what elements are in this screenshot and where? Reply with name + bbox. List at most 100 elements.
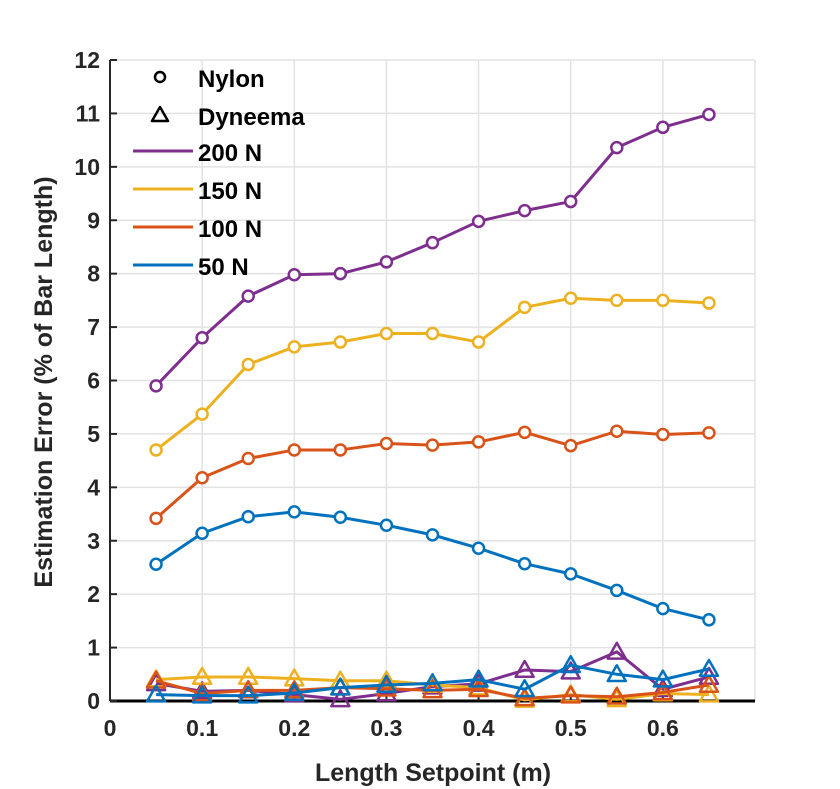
y-tick-label: 11 — [76, 100, 101, 126]
y-tick-label: 4 — [87, 474, 100, 500]
data-point-100-n-nylon — [241, 451, 255, 466]
x-tick-label: 0.6 — [647, 715, 679, 741]
legend-label-200-n: 200 N — [198, 140, 262, 167]
data-point-200-n-nylon — [287, 267, 302, 282]
data-point-50-n-dyneema — [606, 664, 628, 683]
x-tick-label: 0.1 — [186, 715, 218, 741]
data-point-100-n-nylon — [517, 425, 532, 440]
data-point-50-n-nylon — [702, 613, 716, 627]
legend-circle-marker — [153, 70, 167, 84]
series-50-n-nylon — [149, 505, 716, 627]
series-50-n-dyneema — [145, 654, 720, 704]
y-tick-label: 8 — [87, 261, 100, 287]
data-point-200-n-dyneema — [330, 689, 351, 708]
series-150-n-nylon — [149, 291, 716, 457]
data-point-200-n-nylon — [656, 120, 670, 135]
data-point-150-n-nylon — [563, 291, 578, 305]
y-tick-label: 10 — [74, 154, 100, 180]
y-tick-label: 12 — [74, 47, 100, 73]
y-tick-label: 0 — [87, 688, 100, 714]
data-point-200-n-nylon — [610, 140, 624, 155]
x-tick-label: 0.4 — [463, 715, 495, 741]
data-point-100-n-nylon — [656, 427, 670, 442]
x-axis-label: Length Setpoint (m) — [315, 759, 551, 787]
series-line-150-n-dyneema — [155, 675, 709, 702]
series-line-50-n-dyneema — [156, 663, 710, 698]
data-point-50-n-dyneema — [514, 678, 535, 698]
data-point-150-n-nylon — [425, 326, 440, 341]
data-point-200-n-nylon — [379, 255, 394, 269]
legend-label-100-n: 100 N — [198, 216, 262, 243]
y-tick-label: 7 — [87, 314, 100, 340]
data-point-200-n-dyneema — [514, 659, 535, 679]
legend-label-nylon: Nylon — [198, 66, 265, 93]
data-point-100-n-dyneema — [376, 678, 397, 697]
data-point-50-n-dyneema — [652, 669, 674, 688]
data-point-100-n-nylon — [195, 470, 209, 485]
data-point-100-n-nylon — [149, 511, 163, 526]
data-point-100-n-dyneema — [698, 674, 720, 693]
y-tick-label: 5 — [87, 421, 100, 447]
data-point-50-n-nylon — [471, 541, 486, 555]
data-point-200-n-nylon — [333, 266, 348, 281]
data-point-200-n-nylon — [425, 235, 440, 250]
data-point-50-n-dyneema — [145, 684, 167, 703]
data-point-200-n-dyneema — [652, 678, 674, 698]
data-point-200-n-nylon — [702, 107, 716, 122]
data-point-200-n-dyneema — [560, 661, 581, 680]
data-point-50-n-nylon — [287, 505, 302, 519]
data-point-50-n-dyneema — [376, 674, 397, 693]
data-point-100-n-dyneema — [468, 678, 489, 698]
series-200-n-nylon — [149, 107, 716, 393]
data-point-100-n-nylon — [425, 438, 440, 452]
data-point-50-n-dyneema — [422, 673, 443, 692]
y-tick-label: 2 — [87, 581, 100, 607]
data-point-150-n-nylon — [149, 443, 163, 457]
data-point-200-n-nylon — [471, 214, 486, 229]
data-point-150-n-nylon — [333, 335, 348, 349]
data-point-100-n-nylon — [333, 443, 348, 457]
y-tick-label: 9 — [87, 207, 100, 233]
data-point-50-n-nylon — [563, 567, 578, 581]
data-point-100-n-dyneema — [606, 686, 628, 705]
data-point-150-n-nylon — [195, 407, 209, 421]
legend-entry-nylon: Nylon — [153, 66, 265, 93]
data-point-200-n-nylon — [241, 289, 255, 303]
data-point-150-n-dyneema — [606, 689, 628, 708]
x-tick-label: 0.3 — [370, 715, 402, 741]
data-point-200-n-nylon — [563, 194, 578, 209]
data-point-150-n-nylon — [471, 335, 486, 349]
data-point-50-n-dyneema — [468, 669, 489, 688]
data-point-50-n-nylon — [149, 557, 163, 572]
data-point-100-n-nylon — [379, 436, 394, 451]
x-tick-label: 0 — [104, 715, 117, 741]
data-point-150-n-nylon — [287, 340, 302, 354]
data-point-200-n-dyneema — [606, 641, 628, 660]
data-point-50-n-dyneema — [284, 682, 305, 701]
data-point-50-n-nylon — [195, 526, 209, 541]
data-point-50-n-dyneema — [237, 685, 259, 704]
legend-label-150-n: 150 N — [198, 178, 262, 205]
legend-entry-150-n: 150 N — [133, 178, 262, 205]
data-point-150-n-dyneema — [698, 684, 720, 703]
data-point-50-n-nylon — [425, 528, 440, 542]
legend-entry-200-n: 200 N — [133, 140, 262, 167]
data-point-50-n-dyneema — [191, 685, 213, 704]
data-point-100-n-nylon — [287, 443, 302, 457]
legend: Nylon Dyneema 200 N 150 N 100 N 50 N — [133, 66, 305, 281]
data-point-150-n-nylon — [517, 300, 532, 315]
x-tick-label: 0.5 — [555, 715, 587, 741]
legend-entry-dyneema: Dyneema — [150, 104, 305, 131]
data-point-50-n-nylon — [333, 510, 348, 524]
data-point-50-n-nylon — [379, 518, 394, 533]
data-point-100-n-dyneema — [284, 680, 305, 699]
data-point-100-n-nylon — [610, 424, 624, 438]
legend-entry-50-n: 50 N — [133, 254, 249, 281]
data-point-50-n-nylon — [656, 601, 670, 616]
data-point-150-n-nylon — [702, 296, 716, 310]
legend-label-dyneema: Dyneema — [198, 104, 305, 131]
data-point-100-n-nylon — [563, 438, 578, 453]
